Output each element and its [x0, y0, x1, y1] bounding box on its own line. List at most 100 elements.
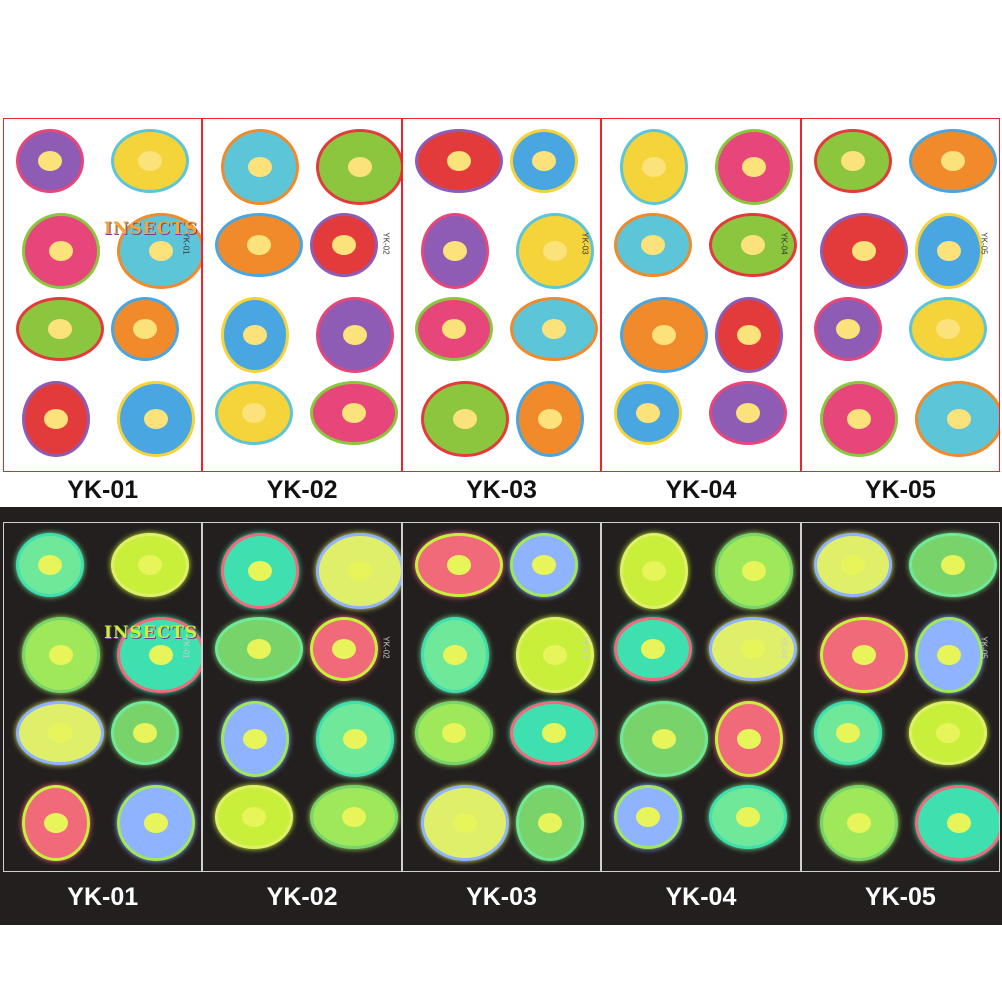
sheet-label: YK-02 — [266, 476, 338, 504]
insect-sticker — [509, 533, 578, 597]
insect-face — [851, 241, 876, 261]
insect-sticker — [316, 297, 395, 373]
sheet-label: YK-01 — [67, 883, 139, 911]
insect-sticker — [117, 213, 202, 289]
sheet-label: YK-04 — [665, 883, 737, 911]
insect-sticker — [310, 213, 379, 277]
insect-face — [247, 639, 272, 659]
insect-face — [343, 729, 368, 749]
insect-sticker — [310, 617, 379, 681]
insect-sticker — [620, 701, 709, 777]
insect-face — [542, 645, 567, 665]
sheet-label: YK-05 — [864, 476, 936, 504]
sticker-sheet: YK-04 — [601, 118, 801, 472]
insect-sticker — [215, 213, 304, 277]
insect-sticker — [515, 785, 584, 861]
insect-face — [149, 241, 173, 261]
insect-face — [936, 241, 961, 261]
sheet-code: YK-03 — [580, 232, 590, 255]
insect-face — [138, 555, 162, 575]
insect-sticker — [709, 381, 788, 445]
insect-sticker — [221, 129, 300, 205]
insect-face — [144, 813, 168, 833]
insect-sticker — [614, 213, 693, 277]
insect-sticker — [908, 297, 987, 361]
insect-sticker — [316, 701, 395, 777]
insect-sticker — [813, 297, 882, 361]
insect-sticker — [614, 381, 683, 445]
insect-sticker — [221, 701, 290, 777]
insect-face — [736, 403, 761, 423]
insect-face — [652, 729, 677, 749]
insect-sticker — [215, 785, 294, 849]
insect-sticker — [515, 617, 594, 693]
insect-sticker — [914, 213, 983, 289]
sticker-sheet: YK-02 — [202, 522, 402, 872]
insect-sticker — [316, 129, 401, 205]
insect-face — [846, 409, 871, 429]
glow-sheets: YK-01 INSECTS YK-02 YK-03 YK-04 YK-05 — [3, 522, 1001, 872]
insect-sticker — [414, 297, 493, 361]
sticker-sheet: YK-03 — [401, 118, 602, 472]
insect-face — [846, 813, 871, 833]
insect-sticker — [509, 701, 598, 765]
insect-face — [537, 409, 562, 429]
insect-sticker — [715, 533, 794, 609]
insect-sticker — [111, 701, 179, 765]
insect-face — [446, 151, 471, 171]
sticker-sheet: YK-04 — [601, 522, 801, 872]
insect-face — [48, 319, 72, 339]
sheet-code: YK-04 — [780, 636, 790, 659]
insect-face — [342, 807, 367, 827]
insect-sticker — [709, 617, 798, 681]
insect-sticker — [819, 785, 898, 861]
insect-face — [441, 319, 466, 339]
insect-sticker — [310, 381, 399, 445]
insect-sticker — [914, 785, 1000, 861]
insect-sticker — [908, 701, 987, 765]
insect-sticker — [813, 533, 892, 597]
insect-sticker — [509, 297, 598, 361]
insect-sticker — [22, 381, 90, 457]
insect-sticker — [221, 297, 290, 373]
insect-face — [247, 235, 272, 255]
sticker-sheet: YK-05 — [800, 522, 1001, 872]
insect-face — [835, 723, 860, 743]
insect-sticker — [515, 213, 594, 289]
insect-face — [742, 561, 767, 581]
insect-face — [44, 409, 68, 429]
insect-face — [742, 157, 767, 177]
insect-sticker — [22, 617, 100, 693]
insect-face — [48, 723, 72, 743]
insects-title: INSECTS — [104, 219, 199, 239]
insect-face — [636, 807, 661, 827]
insect-face — [332, 639, 357, 659]
insect-face — [348, 561, 373, 581]
sheet-code: YK-03 — [580, 636, 590, 659]
insect-sticker — [215, 381, 294, 445]
insect-face — [144, 409, 168, 429]
sticker-sheet: YK-01 INSECTS — [3, 522, 203, 872]
insect-sticker — [16, 701, 104, 765]
glow-labels: YK-01 YK-02 YK-03 YK-04 YK-05 — [3, 883, 1000, 912]
insect-sticker — [914, 381, 1000, 457]
insect-face — [936, 645, 961, 665]
insect-sticker — [509, 129, 578, 193]
insect-face — [49, 241, 73, 261]
sheet-label: YK-05 — [864, 883, 936, 911]
insect-sticker — [813, 701, 882, 765]
insect-face — [133, 723, 157, 743]
insect-face — [342, 403, 367, 423]
insect-face — [49, 645, 73, 665]
insect-sticker — [16, 129, 84, 193]
insect-sticker — [614, 785, 683, 849]
insect-face — [452, 409, 477, 429]
insect-face — [542, 241, 567, 261]
insect-sticker — [414, 533, 503, 597]
insect-face — [138, 151, 162, 171]
sheet-label: YK-02 — [266, 883, 338, 911]
insect-face — [242, 403, 267, 423]
insect-face — [332, 235, 357, 255]
insect-face — [452, 813, 477, 833]
insect-face — [441, 723, 466, 743]
